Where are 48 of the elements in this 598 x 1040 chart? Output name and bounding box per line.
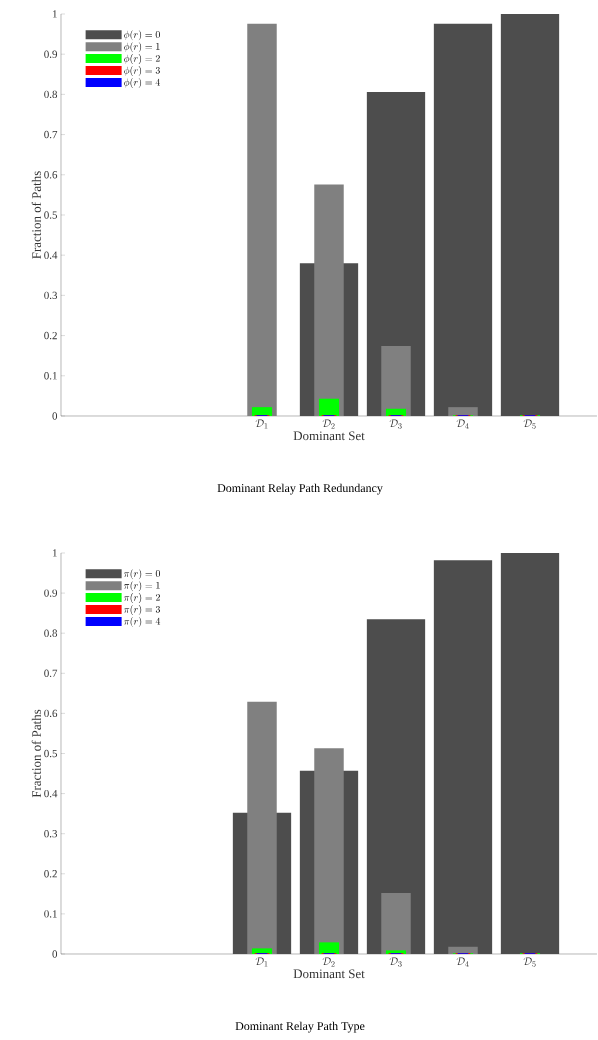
y-tick-label: 0.7 (44, 669, 58, 678)
x-tick-label: $\mathcal{D}_3$ (389, 419, 402, 429)
x-tick-label: $\mathcal{D}_3$ (389, 957, 402, 967)
x-tick-label: $\mathcal{D}_1$ (255, 419, 268, 429)
legend-label: $\phi(r) = 0$ (124, 30, 160, 41)
y-tick-label: 0.6 (44, 709, 58, 718)
legend-label: $\phi(r) = 2$ (124, 54, 160, 65)
x-tick-label: $\mathcal{D}_2$ (322, 419, 335, 429)
x-tick-label: $\mathcal{D}_1$ (255, 957, 268, 967)
y-tick-label: 1 (52, 549, 57, 557)
y-tick-label: 0.7 (44, 130, 58, 139)
y-tick-label: 0 (52, 950, 58, 958)
y-axis-title: Fraction of Paths (31, 171, 41, 259)
x-tick-label: $\mathcal{D}_5$ (523, 957, 536, 967)
y-tick-label: 0 (52, 412, 58, 420)
y-tick-label: 0.1 (44, 910, 57, 918)
x-tick-label: $\mathcal{D}_4$ (456, 957, 469, 967)
x-tick-label: $\mathcal{D}_5$ (523, 419, 536, 429)
legend-label: $\pi(r) = 3$ (123, 605, 160, 616)
y-tick-label: 0.3 (44, 829, 58, 838)
y-tick-label: 1 (52, 10, 57, 18)
y-tick-label: 0.1 (44, 372, 57, 380)
legend-label: $\pi(r) = 2$ (123, 593, 160, 604)
y-tick-label: 0.6 (44, 171, 58, 179)
legend-label: $\pi(r) = 4$ (123, 617, 161, 627)
x-tick-label: $\mathcal{D}_4$ (456, 419, 469, 429)
y-tick-label: 0.5 (44, 749, 58, 758)
x-axis-title: Dominant Set (293, 969, 365, 979)
y-tick-label: 0.3 (44, 291, 58, 300)
legend-label: $\phi(r) = 1$ (124, 42, 160, 53)
text: Dominant Relay Path Type (235, 1021, 365, 1033)
legend-label: $\phi(r) = 3$ (124, 66, 160, 77)
y-tick-label: 0.4 (44, 251, 58, 259)
x-axis-title: Dominant Set (293, 431, 365, 441)
legend-label: $\pi(r) = 0$ (123, 569, 161, 580)
text: Dominant Relay Path Redundancy (217, 483, 383, 495)
legend-label: $\pi(r) = 1$ (123, 581, 160, 592)
y-tick-label: 0.9 (44, 589, 58, 597)
y-tick-label: 0.9 (44, 50, 58, 58)
y-tick-label: 0.2 (44, 331, 57, 340)
x-tick-label: $\mathcal{D}_2$ (322, 957, 335, 967)
y-tick-label: 0.4 (44, 789, 58, 798)
y-tick-label: 0.8 (44, 629, 58, 637)
y-tick-label: 0.8 (44, 90, 58, 99)
y-tick-label: 0.2 (44, 870, 57, 878)
y-axis-title: Fraction of Paths (31, 709, 41, 798)
y-tick-label: 0.5 (44, 211, 58, 219)
legend-label: $\phi(r) = 4$ (124, 78, 161, 89)
